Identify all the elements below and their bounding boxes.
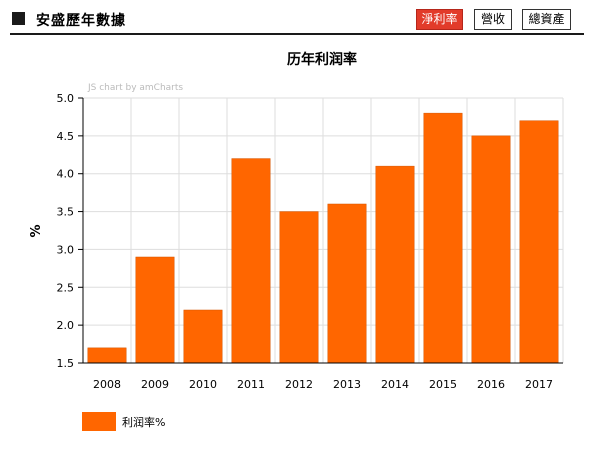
legend-label: 利润率% <box>122 415 165 429</box>
legend-swatch <box>82 412 116 431</box>
x-tick-label: 2014 <box>381 378 409 391</box>
tab-total-assets[interactable]: 總資產 <box>522 9 571 30</box>
header-divider <box>10 33 584 35</box>
header-title: 安盛歷年數據 <box>36 13 126 29</box>
tab-net-margin[interactable]: 淨利率 <box>416 9 463 30</box>
legend: 利润率% <box>82 412 165 431</box>
y-tick-label: 3.0 <box>57 243 75 256</box>
y-tick-labels: 1.5 2.0 2.5 3.0 3.5 4.0 4.5 5.0 <box>57 92 75 370</box>
chart-credit: JS chart by amCharts <box>87 83 183 93</box>
bars <box>87 112 559 364</box>
bar-2012 <box>279 211 319 364</box>
bar-2013 <box>327 203 367 364</box>
x-tick-label: 2009 <box>141 378 169 391</box>
header: 安盛歷年數據 淨利率 營收 總資產 <box>0 0 584 36</box>
x-tick-label: 2008 <box>93 378 121 391</box>
bar-2015 <box>423 112 463 364</box>
bar-2008 <box>87 347 127 364</box>
bar-2014 <box>375 165 415 364</box>
chart-title: 历年利润率 <box>287 51 357 68</box>
header-square-icon <box>12 12 25 25</box>
y-tick-label: 3.5 <box>57 206 75 219</box>
axes <box>78 97 563 364</box>
bar-2011 <box>231 158 271 364</box>
y-tick-label: 5.0 <box>57 92 75 105</box>
bar-2009 <box>135 256 175 364</box>
x-tick-label: 2012 <box>285 378 313 391</box>
y-tick-label: 4.5 <box>57 130 75 143</box>
x-tick-label: 2016 <box>477 378 505 391</box>
x-tick-label: 2011 <box>237 378 265 391</box>
y-tick-label: 1.5 <box>57 357 75 370</box>
y-axis-label: % <box>29 224 44 237</box>
x-tick-label: 2017 <box>525 378 553 391</box>
y-tick-label: 2.0 <box>57 319 75 332</box>
tab-revenue[interactable]: 營收 <box>474 9 512 30</box>
bar-2017 <box>519 120 559 364</box>
bar-2010 <box>183 309 223 364</box>
y-tick-label: 2.5 <box>57 281 75 294</box>
y-tick-label: 4.0 <box>57 168 75 181</box>
bar-2016 <box>471 135 511 364</box>
x-tick-labels: 2008 2009 2010 2011 2012 2013 2014 2015 2016 2017 <box>93 378 553 391</box>
x-tick-label: 2015 <box>429 378 457 391</box>
x-tick-label: 2010 <box>189 378 217 391</box>
x-tick-label: 2013 <box>333 378 361 391</box>
